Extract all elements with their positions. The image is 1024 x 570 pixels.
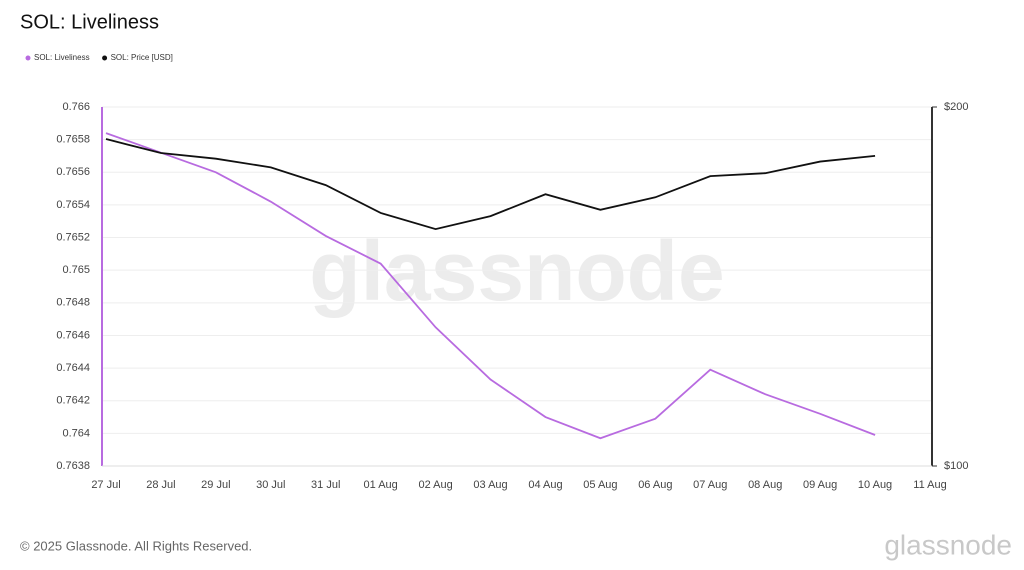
x-tick-label: 09 Aug	[803, 479, 837, 491]
x-tick-label: 28 Jul	[146, 479, 175, 491]
y-tick-label: 0.7654	[56, 199, 90, 211]
legend-label: SOL: Price [USD]	[111, 53, 173, 62]
y-tick-label: 0.7656	[56, 166, 90, 178]
x-tick-label: 07 Aug	[693, 479, 727, 491]
y-tick-label: 0.765	[62, 264, 90, 276]
x-tick-label: 06 Aug	[638, 479, 672, 491]
x-tick-label: 04 Aug	[528, 479, 562, 491]
y2-tick-label: $100	[944, 460, 968, 472]
x-tick-label: 08 Aug	[748, 479, 782, 491]
copyright: © 2025 Glassnode. All Rights Reserved.	[20, 538, 252, 553]
series-line	[105, 138, 876, 231]
x-tick-label: 02 Aug	[418, 479, 452, 491]
y-tick-label: 0.766	[62, 101, 90, 113]
x-tick-label: 03 Aug	[473, 479, 507, 491]
y-tick-label: 0.7652	[56, 231, 90, 243]
x-tick-label: 30 Jul	[256, 479, 285, 491]
x-tick-label: 01 Aug	[364, 479, 398, 491]
y-tick-label: 0.7644	[56, 362, 90, 374]
watermark: glassnode	[309, 224, 724, 318]
legend-marker	[25, 55, 31, 61]
x-tick-label: 10 Aug	[858, 479, 892, 491]
y-tick-label: 0.7648	[56, 297, 90, 309]
series-line	[105, 132, 876, 440]
y-tick-label: 0.7658	[56, 134, 90, 146]
x-tick-label: 27 Jul	[91, 479, 120, 491]
chart-title: SOL: Liveliness	[20, 11, 159, 33]
y-tick-label: 0.7638	[56, 460, 90, 472]
x-tick-label: 29 Jul	[201, 479, 230, 491]
x-tick-label: 05 Aug	[583, 479, 617, 491]
legend-marker	[102, 55, 108, 61]
y-tick-label: 0.764	[62, 427, 90, 439]
y-tick-label: 0.7646	[56, 329, 90, 341]
x-tick-label: 31 Jul	[311, 479, 340, 491]
x-tick-label: 11 Aug	[913, 479, 946, 491]
y-tick-label: 0.7642	[56, 395, 90, 407]
legend-label: SOL: Liveliness	[34, 53, 90, 62]
y2-tick-label: $200	[944, 101, 968, 113]
brand: glassnode	[884, 529, 1012, 560]
